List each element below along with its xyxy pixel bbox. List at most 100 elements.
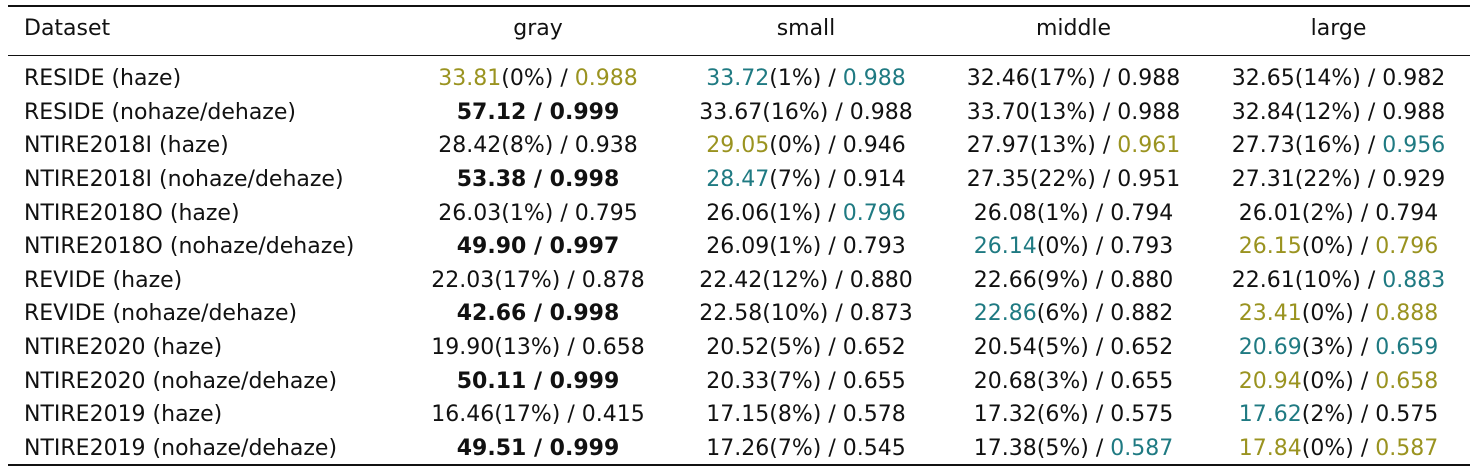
ssim-value: 0.658 <box>581 335 645 361</box>
dataset-name-cell: RESIDE (haze) <box>24 66 182 92</box>
ssim-value: 0.946 <box>842 133 906 159</box>
separator: / <box>1360 267 1383 293</box>
metric-cell-large: 20.94(0%) / 0.658 <box>1207 364 1470 398</box>
separator: / <box>1353 200 1376 226</box>
psnr-value: 27.35 <box>966 167 1030 193</box>
ssim-value: 0.883 <box>1382 267 1446 293</box>
metric-cell-gray: 53.38 / 0.998 <box>404 163 672 197</box>
metric-cell-large: 27.73(16%) / 0.956 <box>1207 129 1470 163</box>
separator: / <box>1360 133 1383 159</box>
metric-cell-middle: 20.54(5%) / 0.652 <box>940 331 1207 365</box>
metric-cell-middle: 33.70(13%) / 0.988 <box>940 96 1207 130</box>
percent-value: (14%) <box>1294 66 1361 92</box>
metric-cell-gray: 16.46(17%) / 0.415 <box>404 398 672 432</box>
percent-value: (5%) <box>1036 435 1089 461</box>
ssim-value: 0.988 <box>574 66 638 92</box>
metric-cell-middle: 27.35(22%) / 0.951 <box>940 163 1207 197</box>
psnr-value: 28.47 <box>706 167 770 193</box>
percent-value: (17%) <box>1029 66 1096 92</box>
psnr-value: 20.33 <box>706 368 770 394</box>
table-row: RESIDE (nohaze/dehaze) 57.12 / 0.999 33.67… <box>8 96 1470 130</box>
psnr-value: 26.06 <box>706 200 770 226</box>
psnr-value: 22.86 <box>973 301 1037 327</box>
dataset-name-cell: REVIDE (haze) <box>24 267 183 293</box>
psnr-value: 33.72 <box>706 66 770 92</box>
psnr-value: 20.54 <box>973 335 1037 361</box>
metric-cell-small: 26.09(1%) / 0.793 <box>672 230 940 264</box>
metric-cell-middle: 27.97(13%) / 0.961 <box>940 129 1207 163</box>
ssim-value: 0.988 <box>842 66 906 92</box>
ssim-value: 0.587 <box>1110 435 1174 461</box>
ssim-value: 0.982 <box>1382 66 1446 92</box>
header-dataset: Dataset <box>24 15 111 41</box>
ssim-value: 0.652 <box>1110 335 1174 361</box>
psnr-value: 53.38 <box>456 167 527 193</box>
ssim-value: 0.997 <box>549 234 620 260</box>
separator: / <box>1088 335 1111 361</box>
percent-value: (0%) <box>1301 368 1354 394</box>
separator: / <box>1360 167 1383 193</box>
table-row: NTIRE2019 (nohaze/dehaze) 49.51 / 0.999 17… <box>8 432 1470 466</box>
metric-cell-gray: 57.12 / 0.999 <box>404 96 672 130</box>
metric-cell-middle: 22.86(6%) / 0.882 <box>940 297 1207 331</box>
percent-value: (5%) <box>1036 335 1089 361</box>
table-row: NTIRE2018O (nohaze/dehaze) 49.90 / 0.997 2… <box>8 230 1470 264</box>
psnr-value: 49.90 <box>456 234 527 260</box>
separator: / <box>1353 335 1376 361</box>
percent-value: (13%) <box>494 335 561 361</box>
psnr-value: 33.70 <box>966 99 1030 125</box>
percent-value: (16%) <box>1294 133 1361 159</box>
psnr-value: 49.51 <box>456 435 527 461</box>
separator: / <box>1353 234 1376 260</box>
separator: / <box>828 267 850 293</box>
percent-value: (1%) <box>1036 200 1089 226</box>
percent-value: (13%) <box>1029 133 1096 159</box>
metric-cell-gray: 50.11 / 0.999 <box>404 364 672 398</box>
table-row: NTIRE2018O (haze) 26.03(1%) / 0.795 26.06(… <box>8 196 1470 230</box>
percent-value: (1%) <box>769 234 822 260</box>
percent-value: (1%) <box>769 66 822 92</box>
ssim-value: 0.415 <box>581 402 645 428</box>
metric-cell-large: 32.65(14%) / 0.982 <box>1207 56 1470 96</box>
psnr-value: 32.84 <box>1231 99 1295 125</box>
percent-value: (0%) <box>1301 301 1354 327</box>
separator: / <box>1353 368 1376 394</box>
metric-cell-large: 32.84(12%) / 0.988 <box>1207 96 1470 130</box>
separator: / <box>1353 435 1376 461</box>
separator: / <box>1353 402 1376 428</box>
percent-value: (2%) <box>1301 200 1354 226</box>
bottom-rule <box>8 464 1470 466</box>
top-rule <box>8 5 1470 7</box>
psnr-value: 42.66 <box>456 301 527 327</box>
ssim-value: 0.999 <box>549 99 620 125</box>
psnr-value: 22.42 <box>699 267 763 293</box>
psnr-value: 20.52 <box>706 335 770 361</box>
table-row: NTIRE2019 (haze) 16.46(17%) / 0.415 17.15(… <box>8 398 1470 432</box>
psnr-value: 17.32 <box>973 402 1037 428</box>
metric-cell-gray: 49.90 / 0.997 <box>404 230 672 264</box>
metric-cell-gray: 26.03(1%) / 0.795 <box>404 196 672 230</box>
ssim-value: 0.575 <box>1110 402 1174 428</box>
psnr-value: 22.61 <box>1231 267 1295 293</box>
separator: / <box>526 234 550 260</box>
separator: / <box>1088 435 1111 461</box>
percent-value: (5%) <box>769 335 822 361</box>
percent-value: (16%) <box>762 99 829 125</box>
separator: / <box>526 368 550 394</box>
ssim-value: 0.587 <box>1375 435 1439 461</box>
dataset-name-cell: RESIDE (nohaze/dehaze) <box>24 99 296 125</box>
metric-cell-gray: 28.42(8%) / 0.938 <box>404 129 672 163</box>
metric-cell-small: 17.15(8%) / 0.578 <box>672 398 940 432</box>
ssim-value: 0.655 <box>1110 368 1174 394</box>
separator: / <box>1088 234 1111 260</box>
ssim-value: 0.545 <box>842 435 906 461</box>
ssim-value: 0.988 <box>1117 99 1181 125</box>
psnr-value: 17.15 <box>706 402 770 428</box>
ssim-value: 0.998 <box>549 301 620 327</box>
metric-cell-small: 28.47(7%) / 0.914 <box>672 163 940 197</box>
psnr-value: 32.65 <box>1231 66 1295 92</box>
separator: / <box>560 335 582 361</box>
percent-value: (0%) <box>1036 234 1089 260</box>
dataset-name-cell: NTIRE2018O (nohaze/dehaze) <box>24 234 355 260</box>
separator: / <box>1088 301 1111 327</box>
